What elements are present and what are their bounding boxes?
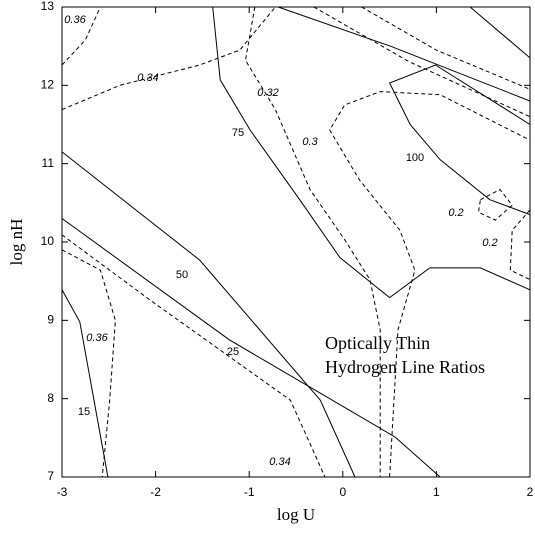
y-tick-label: 8	[47, 391, 54, 405]
contour-line	[388, 64, 531, 216]
contour-label: 0.34	[137, 72, 158, 84]
contour-label: 0.32	[257, 87, 278, 99]
contour-label: 25	[227, 346, 239, 358]
contour-label: 0.2	[448, 207, 463, 219]
annotation: Hydrogen Line Ratios	[325, 357, 485, 377]
contour-label: 100	[406, 152, 424, 164]
x-tick-label: -1	[244, 485, 255, 499]
y-tick-label: 9	[47, 313, 54, 327]
contour-line	[61, 249, 116, 478]
y-axis-label: log nH	[7, 219, 26, 266]
contour-label: 0.36	[64, 14, 86, 26]
contour-line	[61, 289, 109, 478]
x-tick-label: 0	[339, 485, 346, 499]
contour-label: 0.36	[86, 332, 108, 344]
plot-frame	[61, 6, 531, 478]
contour-line	[313, 6, 531, 118]
x-tick-label: -2	[150, 485, 161, 499]
contour-line	[278, 6, 531, 102]
contour-label: 75	[232, 127, 244, 139]
contour-label: 0.2	[482, 237, 497, 249]
contour-label: 0.3	[302, 136, 318, 148]
contour-line	[509, 209, 531, 281]
contour-line	[244, 6, 381, 477]
contour-label: 50	[176, 269, 188, 281]
contour-line	[61, 218, 441, 478]
contour-line	[469, 6, 531, 59]
y-tick-label: 13	[41, 0, 55, 13]
contour-label: 15	[78, 406, 90, 418]
contour-line	[477, 188, 513, 221]
contour-line	[212, 6, 531, 299]
contour-line	[361, 6, 531, 90]
y-tick-label: 11	[42, 156, 55, 170]
x-tick-label: 1	[433, 485, 440, 499]
contour-line	[61, 151, 356, 478]
y-tick-label: 7	[47, 469, 54, 483]
contour-line	[61, 234, 326, 478]
annotation: Optically Thin	[325, 333, 430, 353]
x-tick-label: 2	[527, 485, 534, 499]
x-axis-label: log U	[277, 505, 315, 524]
contour-line	[61, 6, 101, 66]
contour-line	[61, 6, 276, 111]
y-tick-label: 12	[41, 78, 55, 92]
contour-label: 0.34	[269, 456, 290, 468]
x-tick-label: -3	[57, 485, 68, 499]
y-tick-label: 10	[41, 234, 55, 248]
contour-line	[329, 91, 531, 478]
